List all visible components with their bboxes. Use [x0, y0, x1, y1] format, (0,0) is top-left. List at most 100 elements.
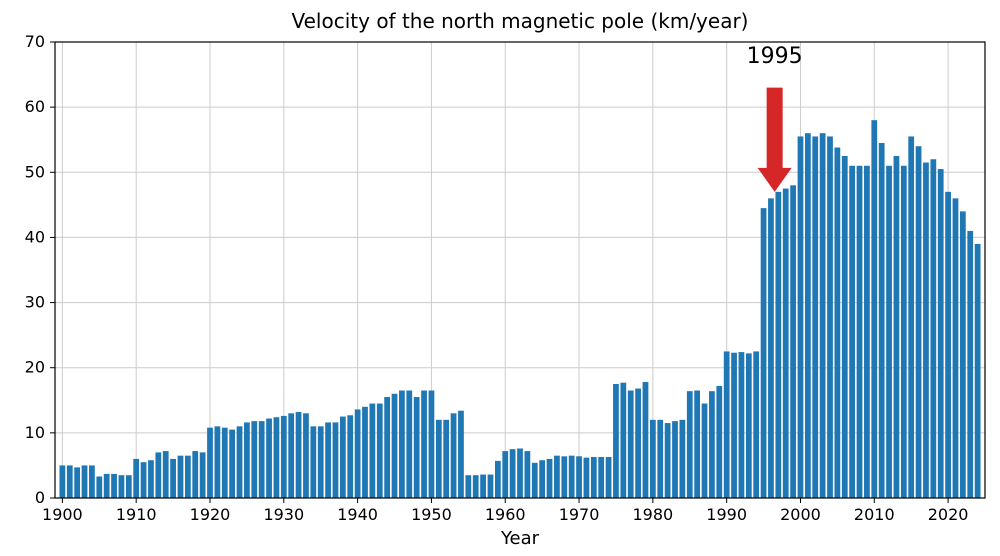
bar-1930	[281, 416, 287, 498]
bar-1997	[775, 192, 781, 498]
bar-1950	[429, 391, 435, 498]
bar-1920	[207, 428, 213, 498]
bar-1951	[436, 420, 442, 498]
x-tick-label: 2020	[928, 505, 969, 524]
x-tick-label: 1950	[411, 505, 452, 524]
bar-2019	[938, 169, 944, 498]
bar-2018	[930, 159, 936, 498]
bar-1933	[303, 413, 309, 498]
x-tick-label: 1970	[559, 505, 600, 524]
bar-2002	[812, 136, 818, 498]
bar-2001	[805, 133, 811, 498]
y-tick-label: 50	[25, 162, 45, 181]
bar-1907	[111, 474, 117, 498]
bar-2024	[975, 244, 981, 498]
bar-1973	[598, 457, 604, 498]
y-tick-label: 60	[25, 97, 45, 116]
bar-1904	[89, 465, 95, 498]
bar-1939	[347, 415, 353, 498]
bar-2005	[835, 148, 841, 498]
bar-1964	[532, 463, 538, 498]
bar-1926	[251, 421, 257, 498]
bar-1960	[502, 451, 508, 498]
bar-1925	[244, 422, 250, 498]
bar-1935	[318, 426, 324, 498]
bar-2022	[960, 211, 966, 498]
bar-1929	[274, 417, 280, 498]
bar-1931	[288, 413, 294, 498]
bar-1981	[657, 420, 663, 498]
bar-1938	[340, 417, 346, 498]
bar-1966	[547, 459, 553, 498]
bar-1947	[406, 391, 412, 498]
bar-1982	[665, 423, 671, 498]
bar-1917	[185, 456, 191, 498]
x-tick-label: 1990	[706, 505, 747, 524]
bar-2009	[864, 166, 870, 498]
bar-1909	[126, 475, 132, 498]
bar-1940	[355, 409, 361, 498]
bar-1946	[399, 391, 405, 498]
bar-1992	[739, 352, 745, 498]
bar-1970	[576, 456, 582, 498]
y-tick-label: 20	[25, 358, 45, 377]
bar-2020	[945, 192, 951, 498]
annotation-label: 1995	[747, 44, 803, 69]
bar-1958	[488, 475, 494, 498]
y-tick-label: 40	[25, 227, 45, 246]
bar-1978	[635, 389, 641, 498]
bar-2013	[894, 156, 900, 498]
y-tick-label: 10	[25, 423, 45, 442]
bar-1922	[222, 428, 228, 498]
x-axis-label: Year	[500, 528, 540, 549]
bar-2015	[908, 136, 914, 498]
y-tick-label: 0	[35, 488, 45, 507]
bar-1944	[384, 397, 390, 498]
bar-1905	[96, 477, 102, 498]
x-tick-label: 1920	[190, 505, 231, 524]
bar-1954	[458, 411, 464, 498]
bar-1919	[200, 452, 206, 498]
bar-2010	[871, 120, 877, 498]
bar-2007	[849, 166, 855, 498]
bar-1969	[569, 456, 575, 498]
bar-1975	[613, 384, 619, 498]
bar-1948	[414, 397, 420, 498]
bar-1996	[768, 198, 774, 498]
bar-1918	[192, 451, 198, 498]
bar-1911	[141, 462, 147, 498]
bar-1937	[333, 422, 339, 498]
bar-1968	[561, 456, 567, 498]
bar-2016	[916, 146, 922, 498]
bar-1923	[229, 430, 235, 498]
x-tick-label: 1980	[632, 505, 673, 524]
bar-1967	[554, 456, 560, 498]
bar-1998	[783, 189, 789, 498]
bar-1943	[377, 404, 383, 498]
bar-1989	[716, 386, 722, 498]
bar-1900	[60, 465, 66, 498]
x-tick-label: 1930	[263, 505, 304, 524]
bar-1988	[709, 391, 715, 498]
bar-2017	[923, 163, 929, 498]
bar-1924	[237, 426, 243, 498]
bar-2014	[901, 166, 907, 498]
bar-1983	[672, 421, 678, 498]
bar-1942	[370, 404, 376, 498]
bar-1927	[259, 421, 265, 498]
bar-1955	[465, 475, 471, 498]
bar-1959	[495, 461, 501, 498]
bar-1984	[680, 420, 686, 498]
bar-1949	[421, 391, 427, 498]
bar-1994	[753, 351, 759, 498]
bar-1963	[525, 451, 531, 498]
x-tick-label: 1910	[116, 505, 157, 524]
chart-title: Velocity of the north magnetic pole (km/…	[292, 9, 749, 33]
bar-1957	[480, 475, 486, 498]
bar-1962	[517, 448, 523, 498]
bar-1980	[650, 420, 656, 498]
bar-1952	[443, 420, 449, 498]
bar-1912	[148, 460, 154, 498]
bar-1961	[510, 449, 516, 498]
bar-1979	[643, 382, 649, 498]
